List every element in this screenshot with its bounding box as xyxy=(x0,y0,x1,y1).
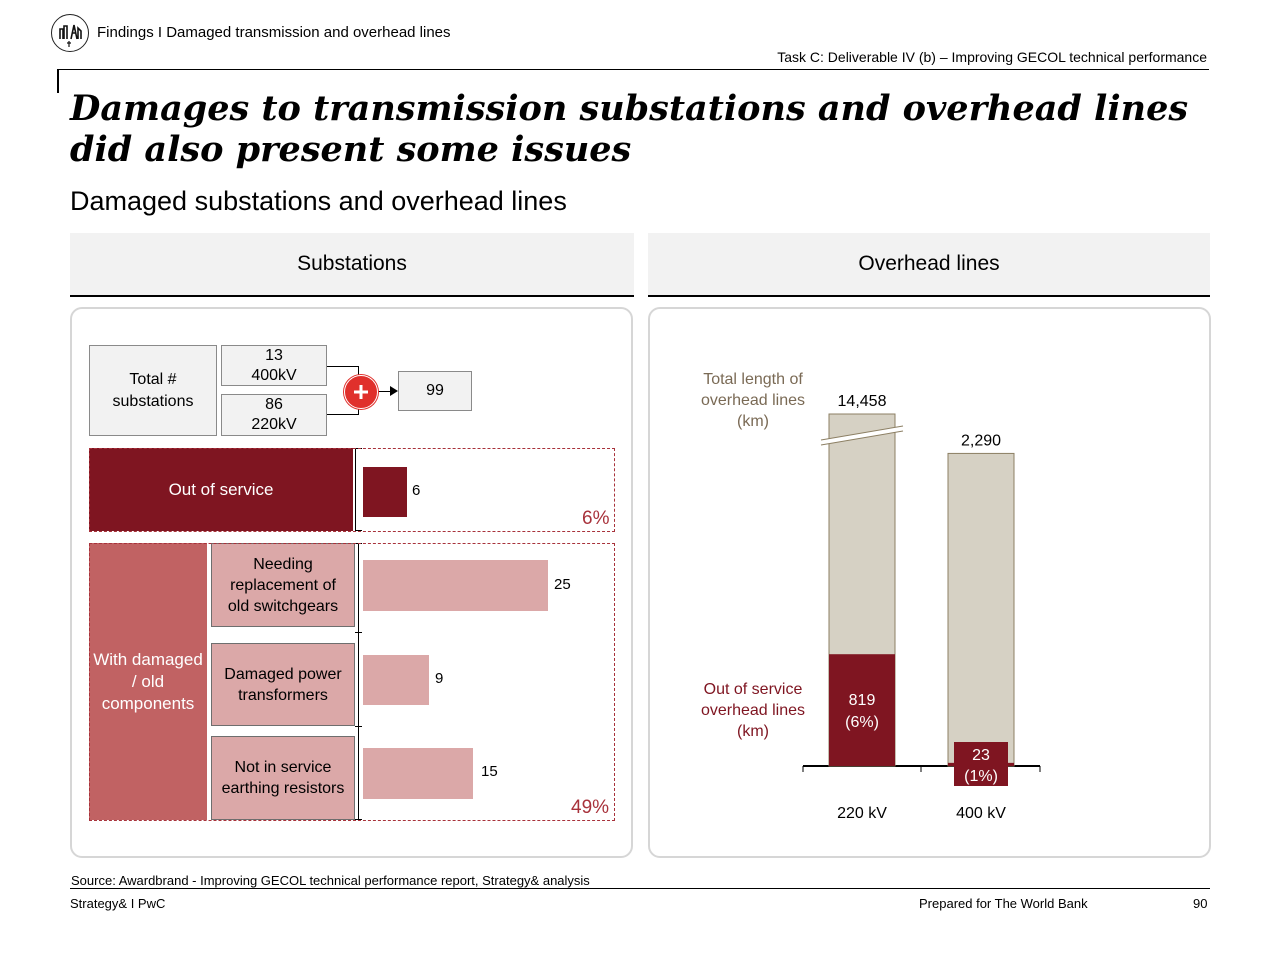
out-of-service-pct: (6%) xyxy=(845,714,879,731)
out-of-service-pct: (1%) xyxy=(964,768,998,785)
axis-break-line xyxy=(820,430,904,446)
kv220-label: 220kV xyxy=(251,416,297,433)
connector xyxy=(374,391,392,392)
header-tick xyxy=(57,69,59,93)
category-label: 400 kV xyxy=(956,805,1006,822)
kv220-count: 86 xyxy=(265,396,283,413)
footer-divider xyxy=(70,888,1210,889)
total-substations-value: 99 xyxy=(398,371,472,411)
page-subtitle: Damaged substations and overhead lines xyxy=(70,186,567,216)
transformers-bar xyxy=(363,655,429,705)
axis-tick xyxy=(355,726,362,727)
footer-left: Strategy& I PwC xyxy=(70,896,166,911)
out-of-service-pct: 6% xyxy=(582,508,610,529)
earthing-value: 15 xyxy=(481,763,498,780)
plus-icon xyxy=(344,375,378,409)
axis-tick xyxy=(355,819,362,820)
header-divider xyxy=(59,69,1209,70)
task-label: Task C: Deliverable IV (b) – Improving G… xyxy=(777,49,1207,65)
out-of-service-bar xyxy=(829,654,895,766)
overhead-panel xyxy=(648,307,1211,858)
axis-break xyxy=(821,426,903,445)
overhead-heading: Overhead lines xyxy=(648,233,1210,297)
connector xyxy=(327,366,359,367)
total-length-bar xyxy=(947,452,1015,767)
power-tower-logo-icon xyxy=(51,14,89,52)
total-length-value: 14,458 xyxy=(838,393,887,410)
axis-break-line xyxy=(820,425,904,441)
kv220-box: 86 220kV xyxy=(221,394,327,436)
switchgears-bar xyxy=(363,560,548,611)
out-of-service-value: 819 xyxy=(849,692,876,709)
damaged-pct: 49% xyxy=(571,797,610,818)
transformers-value: 9 xyxy=(435,670,444,687)
total-length-value: 2,290 xyxy=(961,432,1001,449)
item-label-transformers: Damaged power transformers xyxy=(211,643,355,726)
axis-tick xyxy=(355,530,362,531)
out-of-service-value: 23 xyxy=(972,747,990,764)
axis-line xyxy=(355,448,356,531)
kv400-label: 400kV xyxy=(251,366,297,384)
page-number: 90 xyxy=(1193,896,1208,911)
axis-line xyxy=(358,543,359,820)
item-label-switchgears: Needing replacement of old switchgears xyxy=(211,543,355,627)
source-note: Source: Awardbrand - Improving GECOL tec… xyxy=(71,873,590,888)
item-label-earthing: Not in service earthing resistors xyxy=(211,736,355,820)
out-of-service-group xyxy=(89,448,615,532)
substations-heading: Substations xyxy=(70,233,634,297)
page-title: Damages to transmission substations and … xyxy=(70,88,1189,170)
kv400-count: 13 xyxy=(265,346,283,364)
total-substations-label: Total # substations xyxy=(89,345,217,436)
arrow-head xyxy=(390,386,398,396)
out-of-service-value: 6 xyxy=(412,482,421,499)
out-of-service-lines-label: Out of service overhead lines (km) xyxy=(700,681,806,740)
category-label: 220 kV xyxy=(837,805,887,822)
damaged-group-label: With damaged / old components xyxy=(89,543,207,820)
overhead-lines-chart: 14,458 819 (6%) 220 kV 2,290 23 (1%) 400 kV xyxy=(802,393,1041,822)
switchgears-value: 25 xyxy=(554,576,571,593)
kv400-box: 13 400kV xyxy=(221,345,327,386)
connector xyxy=(327,414,359,415)
earthing-bar xyxy=(363,748,473,799)
total-length-label: Total length of overhead lines (km) xyxy=(700,371,806,430)
damaged-group xyxy=(89,543,615,821)
out-of-service-bar xyxy=(363,467,407,517)
axis-tick xyxy=(355,632,362,633)
footer-right: Prepared for The World Bank xyxy=(919,896,1088,911)
substations-panel xyxy=(70,307,633,858)
out-of-service-callout xyxy=(954,742,1008,786)
breadcrumb: Findings I Damaged transmission and over… xyxy=(97,24,451,41)
out-of-service-label: Out of service xyxy=(89,448,353,531)
